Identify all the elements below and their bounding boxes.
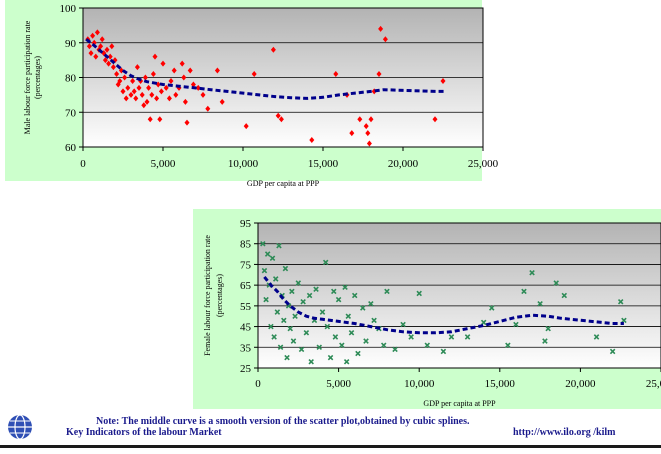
male-participation-chart: 60 70 80 90 100 0 5,000 10,000 15,000 20,000 25,00…	[23, 3, 499, 188]
y-tick-label: 60	[65, 142, 77, 154]
charts-canvas: 60 70 80 90 100 0 5,000 10,000 15,000 20,000 25,00…	[0, 0, 661, 409]
y-tick-label: 55	[240, 301, 252, 313]
x-tick-label: 10,000	[228, 158, 259, 170]
footer-divider	[0, 445, 661, 448]
y-tick-label: 75	[240, 259, 252, 271]
y-tick-label: 35	[240, 342, 252, 354]
x-axis-label: GDP per capita at PPP	[247, 179, 320, 188]
footer-note: Note: The middle curve is a smooth versi…	[96, 416, 470, 427]
x-tick-label: 10,000	[404, 378, 435, 390]
x-tick-label: 5,000	[326, 378, 351, 390]
x-tick-label: 15,000	[485, 378, 516, 390]
x-tick-label: 0	[80, 158, 86, 170]
footer-url[interactable]: http://www.ilo.org /kilm	[513, 427, 616, 438]
y-tick-label: 25	[240, 363, 252, 375]
x-tick-label: 25,000	[646, 378, 661, 390]
footer-source: Key Indicators of the labour Market	[66, 427, 222, 438]
x-tick-label: 20,000	[388, 158, 419, 170]
ilo-globe-logo-icon	[6, 413, 34, 441]
y-tick-label: 65	[240, 280, 252, 292]
footer: Note: The middle curve is a smooth versi…	[0, 409, 661, 454]
y-axis-label: Male labour force participation rate	[23, 20, 32, 134]
x-tick-label: 15,000	[308, 158, 339, 170]
y-tick-label: 100	[60, 3, 77, 15]
y-tick-label: 80	[65, 73, 77, 85]
x-tick-label: 20,000	[565, 378, 596, 390]
y-tick-label: 45	[240, 322, 252, 334]
y-tick-label: 90	[65, 38, 77, 50]
y-tick-label: 70	[65, 107, 77, 119]
x-tick-label: 0	[255, 378, 261, 390]
y-axis-sublabel: (percentages)	[215, 274, 224, 317]
y-tick-label: 95	[240, 218, 252, 230]
x-tick-label: 25,000	[468, 158, 499, 170]
y-axis-sublabel: (percentages)	[33, 56, 42, 99]
x-tick-label: 5,000	[151, 158, 176, 170]
female-participation-chart: 25 35 45 55 65 75 85 95 0 5,000 10,000 15,000 20,000…	[203, 218, 661, 408]
x-axis-label: GDP per capita at PPP	[423, 399, 496, 408]
y-axis-label: Female labour force participation rate	[203, 235, 212, 356]
y-tick-label: 85	[240, 239, 252, 251]
